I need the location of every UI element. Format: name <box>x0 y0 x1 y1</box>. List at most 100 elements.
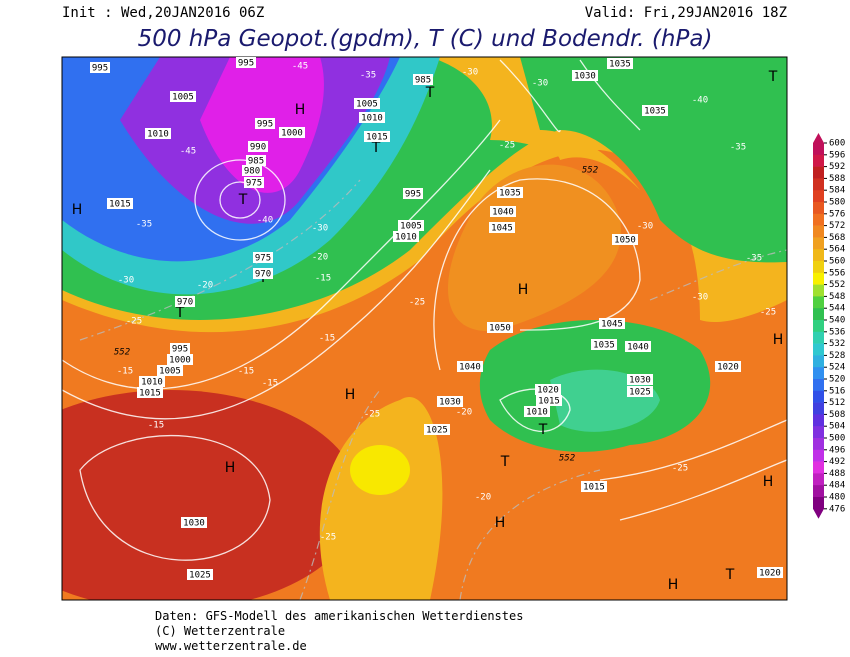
colorbar-label: 476 <box>829 504 845 514</box>
colorbar-band <box>813 402 824 415</box>
isobar-label-box <box>157 365 183 376</box>
isobar-label: 1030 <box>574 72 596 82</box>
temperature-label: -30 <box>532 79 548 89</box>
colorbar-band <box>813 379 824 392</box>
cutoff-low <box>550 369 660 432</box>
isobar-label-box <box>398 220 424 231</box>
colorbar-band <box>813 143 824 156</box>
colorbar-band <box>813 296 824 309</box>
colorbar-label: 532 <box>829 339 845 349</box>
isobar-label-box <box>607 58 633 69</box>
temperature-label: -35 <box>360 71 376 81</box>
colorbar-label: 580 <box>829 198 845 208</box>
temperature-label: -30 <box>462 68 478 78</box>
temperature-label: -35 <box>746 254 762 264</box>
temperature-label: -25 <box>409 298 425 308</box>
pressure-center: T <box>500 454 510 470</box>
init-time: Init : Wed,20JAN2016 06Z <box>62 5 264 21</box>
isobar-label-box <box>359 112 385 123</box>
pressure-center: T <box>768 69 778 85</box>
isobar-label: 1045 <box>601 320 623 330</box>
ridge-region <box>430 57 640 190</box>
isobar-label-box <box>524 406 550 417</box>
pressure-center: H <box>72 202 83 218</box>
pressure-center: H <box>763 474 774 490</box>
isobar-label-box <box>242 165 262 176</box>
isobar-label-box <box>354 98 380 109</box>
isobar-label: 1050 <box>614 236 636 246</box>
temperature-label: -30 <box>692 293 708 303</box>
isobar-label-box <box>489 222 515 233</box>
isobar-label: 1040 <box>627 343 649 353</box>
isobar-label: 1015 <box>366 133 388 143</box>
temperature-label: -30 <box>637 222 653 232</box>
isobar-label-box <box>364 131 390 142</box>
isobar-label: 985 <box>415 76 431 86</box>
isobar-label-box <box>535 384 561 395</box>
colorbar-band <box>813 461 824 474</box>
isobar-label: 1015 <box>109 200 131 210</box>
isobar-label: 970 <box>177 298 193 308</box>
isobar-label-box <box>90 62 110 73</box>
colorbar-label: 540 <box>829 316 845 326</box>
isobar-label-box <box>457 361 483 372</box>
pressure-center: T <box>425 85 435 101</box>
pressure-center: H <box>295 102 306 118</box>
temperature-label: -25 <box>672 464 688 474</box>
isobar-label-box <box>487 322 513 333</box>
pressure-center: H <box>225 460 236 476</box>
geopotential-label: 552 <box>559 454 575 464</box>
temperature-label: -20 <box>475 493 491 503</box>
isobar-label: 1030 <box>439 398 461 408</box>
colorbar-band <box>813 213 824 226</box>
colorbar-label: 516 <box>829 386 845 396</box>
isobar-label: 1030 <box>629 376 651 386</box>
isobar-label: 1015 <box>583 483 605 493</box>
colorbar-band <box>813 355 824 368</box>
isobar-label: 1025 <box>189 571 211 581</box>
colorbar-label: 588 <box>829 174 845 184</box>
colorbar-label: 544 <box>829 304 845 314</box>
isobar-label-box <box>715 361 741 372</box>
isobar-label: 1020 <box>759 569 781 579</box>
isobar-label-box <box>625 341 651 352</box>
isobar-label: 1010 <box>147 130 169 140</box>
colorbar-band <box>813 261 824 274</box>
colorbar-band <box>813 190 824 203</box>
isobar-label-box <box>181 517 207 528</box>
colorbar-label: 568 <box>829 233 845 243</box>
colorbar-band <box>813 284 824 297</box>
isobar-label: 1010 <box>141 378 163 388</box>
temperature-label: -25 <box>760 308 776 318</box>
isobar-label: 985 <box>248 157 264 167</box>
colorbar-band <box>813 237 824 250</box>
colorbar-band <box>813 166 824 179</box>
pressure-center: H <box>668 577 679 593</box>
colorbar-end <box>813 508 824 519</box>
isobar-label: 1050 <box>489 324 511 334</box>
geopotential-label: 552 <box>114 348 130 358</box>
isobar-label-box <box>572 70 598 81</box>
colorbar-label: 484 <box>829 481 845 491</box>
map-frame <box>61 56 788 601</box>
isobar-label-box <box>393 231 419 242</box>
temperature-label: -40 <box>257 216 273 226</box>
pressure-center: T <box>371 140 381 156</box>
isobar-label-box <box>581 481 607 492</box>
warm-region <box>62 390 360 600</box>
isobar-label-box <box>757 567 783 578</box>
isobar-label-box <box>170 343 190 354</box>
isobar-label-box <box>627 386 653 397</box>
colorbar-label: 508 <box>829 410 845 420</box>
colorbar-label: 496 <box>829 445 845 455</box>
isobar-label: 975 <box>246 179 262 189</box>
isobar-label: 1010 <box>526 408 548 418</box>
temperature-label: -45 <box>180 147 196 157</box>
pressure-center: T <box>725 567 735 583</box>
temperature-label: -40 <box>692 96 708 106</box>
isobar-label: 1035 <box>609 60 631 70</box>
isobar-label: 1035 <box>644 107 666 117</box>
isobar-label: 1025 <box>426 426 448 436</box>
isobar-label: 1040 <box>459 363 481 373</box>
temperature-label: -45 <box>292 62 308 72</box>
